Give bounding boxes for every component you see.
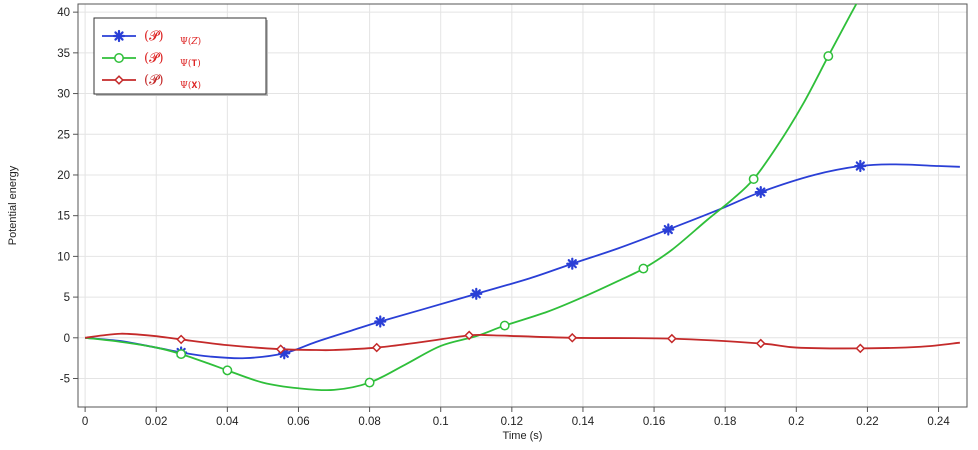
legend-sublabel-0: Ψ(𝑍) xyxy=(180,36,201,47)
x-tick-label: 0.02 xyxy=(145,416,167,428)
x-tick-label: 0.12 xyxy=(501,416,523,428)
series-psi-x-marker xyxy=(464,330,475,341)
series-psi-x-marker xyxy=(755,338,766,349)
series-psi-z-marker xyxy=(662,223,675,236)
series-psi-x-marker xyxy=(666,333,677,344)
y-tick-label: 35 xyxy=(57,48,70,60)
x-tick-label: 0.18 xyxy=(714,416,736,428)
series-psi-z-marker xyxy=(854,159,867,173)
series-psi-t-marker xyxy=(176,349,187,360)
series-psi-t-marker xyxy=(222,365,233,376)
legend-marker-1 xyxy=(114,53,124,63)
x-tick-label: 0 xyxy=(82,416,88,428)
series-psi-x-marker xyxy=(567,332,578,343)
legend-label-1: (𝓟) xyxy=(144,51,164,66)
series-psi-t-marker xyxy=(364,377,375,388)
legend-sublabel-2: Ψ(𝐗) xyxy=(180,80,201,91)
y-tick-label: -5 xyxy=(60,374,70,386)
legend-marker-0 xyxy=(112,29,126,43)
legend-marker-2 xyxy=(114,75,124,85)
x-axis-label: Time (s) xyxy=(503,430,543,442)
y-tick-label: 0 xyxy=(64,333,70,345)
series-psi-x-marker xyxy=(176,334,186,345)
x-tick-label: 0.14 xyxy=(572,416,595,428)
y-tick-label: 15 xyxy=(57,211,70,223)
x-tick-label: 0.08 xyxy=(358,416,380,428)
axis-ticks: 0 0.02 0.04 0.06 0.08 0.1 0.12 0.14 0.16 0.18 0.2 0… xyxy=(57,7,950,428)
x-tick-label: 0.04 xyxy=(216,416,239,428)
y-tick-label: 5 xyxy=(64,292,70,304)
x-tick-label: 0.16 xyxy=(643,416,665,428)
x-tick-label: 0.24 xyxy=(927,416,950,428)
series-psi-t-marker xyxy=(823,51,834,62)
y-tick-label: 25 xyxy=(57,129,70,141)
series-psi-t xyxy=(85,4,858,392)
series-psi-t-marker xyxy=(499,320,510,331)
series-psi-x-line xyxy=(84,332,960,352)
series-psi-z-marker xyxy=(374,315,387,328)
y-axis-label: Potential energy xyxy=(7,165,19,245)
series-layer xyxy=(84,4,960,392)
x-tick-label: 0.06 xyxy=(287,416,309,428)
series-psi-x-marker xyxy=(275,344,286,355)
series-psi-z-marker xyxy=(566,257,579,270)
series-psi-z-marker xyxy=(470,287,483,300)
y-tick-label: 20 xyxy=(57,170,70,182)
series-psi-t-marker xyxy=(638,263,649,274)
series-psi-x-marker xyxy=(855,343,866,354)
x-tick-label: 0.1 xyxy=(433,416,449,428)
plot-area-frame xyxy=(77,3,968,408)
y-tick-label: 30 xyxy=(57,89,70,101)
legend-sublabel-1: Ψ(𝐓) xyxy=(180,58,201,69)
series-psi-x-marker xyxy=(371,342,382,353)
series-psi-t-marker xyxy=(748,174,759,184)
x-tick-label: 0.2 xyxy=(788,416,804,428)
y-tick-label: 10 xyxy=(57,251,70,263)
y-tick-label: 40 xyxy=(57,7,70,19)
series-psi-z-marker xyxy=(754,185,767,199)
x-tick-label: 0.22 xyxy=(856,416,878,428)
series-psi-x xyxy=(84,330,960,355)
legend-label-2: (𝓟) xyxy=(144,73,164,88)
legend-label-0: (𝓟) xyxy=(144,29,164,44)
legend: (𝓟) Ψ(𝑍) (𝓟) Ψ(𝐓) (𝓟) Ψ(𝐗) xyxy=(93,17,268,96)
